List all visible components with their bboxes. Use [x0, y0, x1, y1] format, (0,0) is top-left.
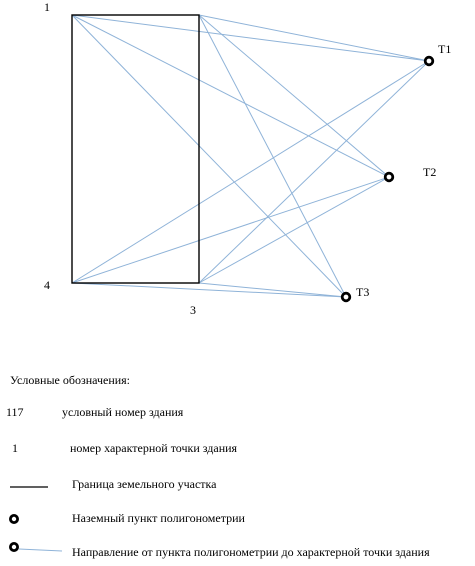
- station-marker-t1: [423, 55, 435, 67]
- sight-line-t1-p2: [198, 14, 430, 62]
- survey-stations-group: [340, 55, 435, 303]
- legend-direction-ring-icon: [8, 542, 19, 553]
- legend-item-direction-text: Направление от пункта полигонометрии до …: [72, 545, 430, 559]
- sight-line-t3-p2: [198, 14, 347, 298]
- legend-title: Условные обозначения:: [10, 373, 131, 387]
- building-outline: [71, 14, 200, 284]
- sight-line-t3-p4: [71, 282, 347, 298]
- station-marker-t3: [340, 291, 352, 303]
- sight-line-t2-p3: [198, 176, 390, 284]
- legend-direction-line-icon: [18, 548, 63, 552]
- station-marker-t2: [383, 171, 395, 183]
- sight-line-t2-p1: [71, 14, 390, 178]
- sight-line-t3-p3: [198, 282, 347, 298]
- sight-line-t1-p4: [71, 60, 430, 284]
- point-label-1: 1: [44, 0, 50, 14]
- legend-item-point-number-symbol: 1: [12, 441, 18, 455]
- sight-line-t2-p2: [198, 14, 390, 178]
- station-label-t1: T1: [438, 42, 451, 56]
- station-label-t3: T3: [356, 285, 369, 299]
- sight-line-t1-p3: [198, 60, 430, 284]
- point-label-4: 4: [44, 278, 50, 292]
- sight-lines-group: [71, 14, 430, 298]
- sight-line-t3-p1: [71, 14, 347, 298]
- sight-line-t1-p1: [71, 14, 430, 62]
- legend-item-building-number-text: условный номер здания: [62, 405, 184, 419]
- legend-item-boundary-text: Граница земельного участка: [72, 477, 217, 491]
- sight-line-t2-p4: [71, 176, 390, 284]
- station-label-t2: T2: [423, 165, 436, 179]
- legend-item-point-number-text: номер характерной точки здания: [70, 441, 238, 455]
- legend-item-building-number-symbol: 117: [6, 405, 24, 419]
- point-label-3: 3: [190, 303, 196, 317]
- legend-station-ring-icon: [8, 514, 19, 525]
- legend-item-station-text: Наземный пункт полигонометрии: [72, 511, 245, 525]
